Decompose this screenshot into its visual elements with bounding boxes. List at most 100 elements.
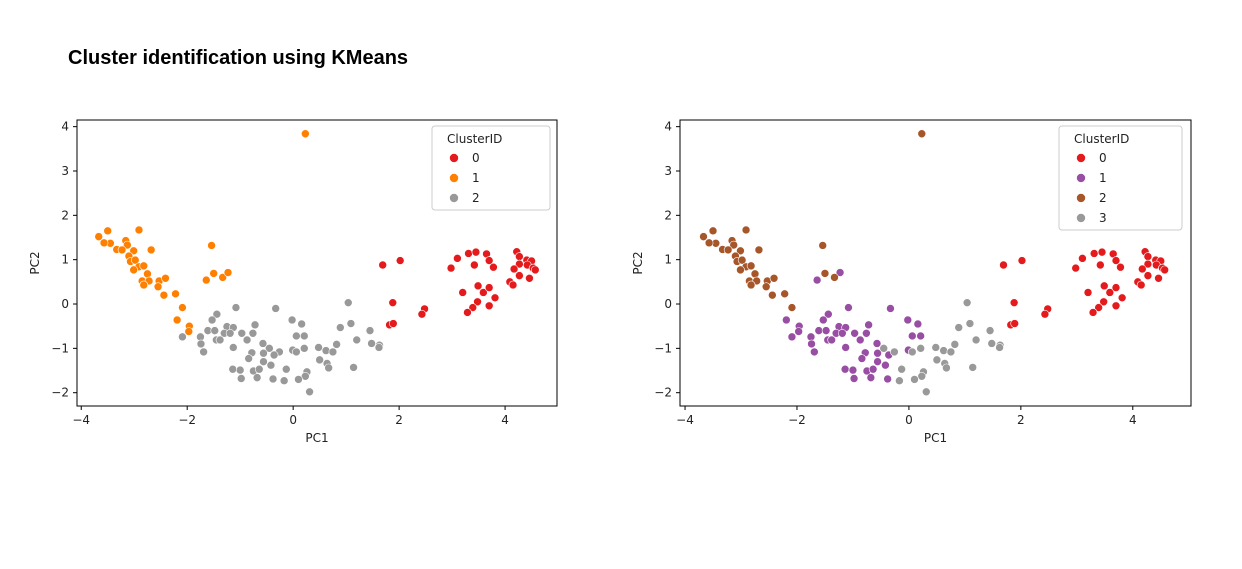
data-point-cluster-0 [1040,309,1050,319]
data-point-cluster-3 [917,371,927,381]
data-point-cluster-2 [236,374,246,383]
data-point-cluster-1 [209,269,218,278]
legend-marker-0 [449,153,459,163]
data-point-cluster-1 [171,289,180,299]
data-point-cluster-1 [907,331,917,341]
data-point-cluster-1 [130,255,140,265]
data-point-cluster-0 [1138,264,1147,274]
data-point-cluster-1 [903,315,913,325]
data-point-cluster-2 [729,240,739,250]
data-point-cluster-2 [787,303,797,312]
legend-label: 0 [472,151,480,165]
data-point-cluster-1 [848,365,858,375]
data-point-cluster-1 [824,309,833,319]
data-point-cluster-3 [910,375,919,384]
data-point-cluster-0 [530,265,540,275]
data-point-cluster-1 [886,304,895,313]
data-point-cluster-2 [315,355,324,365]
data-point-cluster-1 [159,290,169,300]
data-point-cluster-1 [143,269,152,279]
data-point-cluster-3 [897,364,906,374]
data-point-cluster-0 [1160,265,1169,275]
data-point-cluster-3 [907,347,917,357]
data-point-cluster-2 [346,319,356,328]
data-point-cluster-1 [814,326,824,335]
y-tick-label: −2 [51,386,69,400]
data-point-cluster-2 [349,363,358,372]
data-point-cluster-2 [336,323,345,332]
data-point-cluster-2 [374,343,384,352]
data-point-cluster-2 [750,269,760,279]
data-point-cluster-1 [818,315,828,325]
data-point-cluster-3 [895,376,904,386]
y-tick-label: 4 [61,120,69,134]
x-tick-label: −2 [178,413,196,427]
data-point-cluster-1 [806,332,816,342]
data-point-cluster-2 [365,326,375,335]
data-point-cluster-3 [890,347,899,357]
data-point-cluster-0 [470,260,479,270]
data-point-cluster-0 [1078,254,1087,263]
data-point-cluster-1 [223,268,233,277]
data-point-cluster-0 [1089,249,1099,258]
data-point-cluster-2 [299,331,309,341]
data-point-cluster-2 [254,364,264,374]
data-point-cluster-0 [446,263,456,273]
data-point-cluster-1 [787,332,797,342]
data-point-cluster-2 [235,365,245,375]
data-point-cluster-0 [1111,256,1121,265]
data-point-cluster-0 [515,252,524,261]
legend: ClusterID 0 1 2 3 [1058,125,1183,231]
data-point-cluster-2 [343,298,353,307]
data-point-cluster-3 [942,363,951,373]
data-point-cluster-1 [146,245,156,255]
data-point-cluster-1 [161,273,170,283]
data-point-cluster-1 [139,280,149,290]
scatter-chart-kmeans-4: −4 −2 0 2 4 −2 −1 0 1 2 3 4 PC1 PC2 ClusterID 0 1 2 3 [631,119,1192,445]
data-point-cluster-0 [417,309,427,319]
legend-label: 2 [1099,191,1107,205]
y-tick-label: 1 [61,253,69,267]
data-point-cluster-0 [1143,259,1153,269]
data-point-cluster-2 [210,326,220,335]
data-point-cluster-1 [862,328,871,338]
data-point-cluster-2 [281,364,291,374]
data-point-cluster-3 [931,343,941,352]
y-axis-label: PC2 [631,251,645,274]
data-point-cluster-3 [968,363,978,372]
data-point-cluster-2 [352,335,362,345]
data-point-cluster-2 [780,289,789,299]
data-point-cluster-1 [99,238,109,248]
data-point-cluster-1 [872,339,882,348]
data-point-cluster-2 [252,373,262,382]
data-point-cluster-0 [473,281,483,291]
data-point-cluster-2 [723,245,733,255]
legend-label: 1 [1099,171,1107,185]
x-tick-label: 4 [501,413,509,427]
legend-marker-1 [449,173,459,183]
data-point-cluster-2 [917,129,927,139]
data-point-cluster-3 [962,298,972,307]
data-point-cluster-0 [1143,252,1153,261]
data-point-cluster-0 [1099,281,1109,291]
data-point-cluster-0 [388,298,398,307]
data-point-cluster-3 [921,387,931,397]
data-point-cluster-0 [1117,293,1127,303]
data-point-cluster-1 [172,315,182,325]
data-point-cluster-2 [736,265,745,275]
data-point-cluster-2 [708,226,718,236]
data-point-cluster-1 [866,373,876,382]
y-tick-label: −2 [654,386,672,400]
data-point-cluster-2 [207,315,217,325]
data-point-cluster-2 [248,328,258,338]
data-point-cluster-1 [207,241,216,250]
data-point-cluster-1 [117,245,127,255]
data-point-cluster-0 [453,254,462,263]
x-tick-label: 2 [395,413,403,427]
data-point-cluster-3 [965,319,975,328]
data-point-cluster-0 [1099,297,1108,307]
data-point-cluster-0 [1143,271,1153,280]
data-point-cluster-1 [868,364,878,374]
data-point-cluster-1 [794,327,803,336]
data-point-cluster-0 [1071,263,1081,273]
